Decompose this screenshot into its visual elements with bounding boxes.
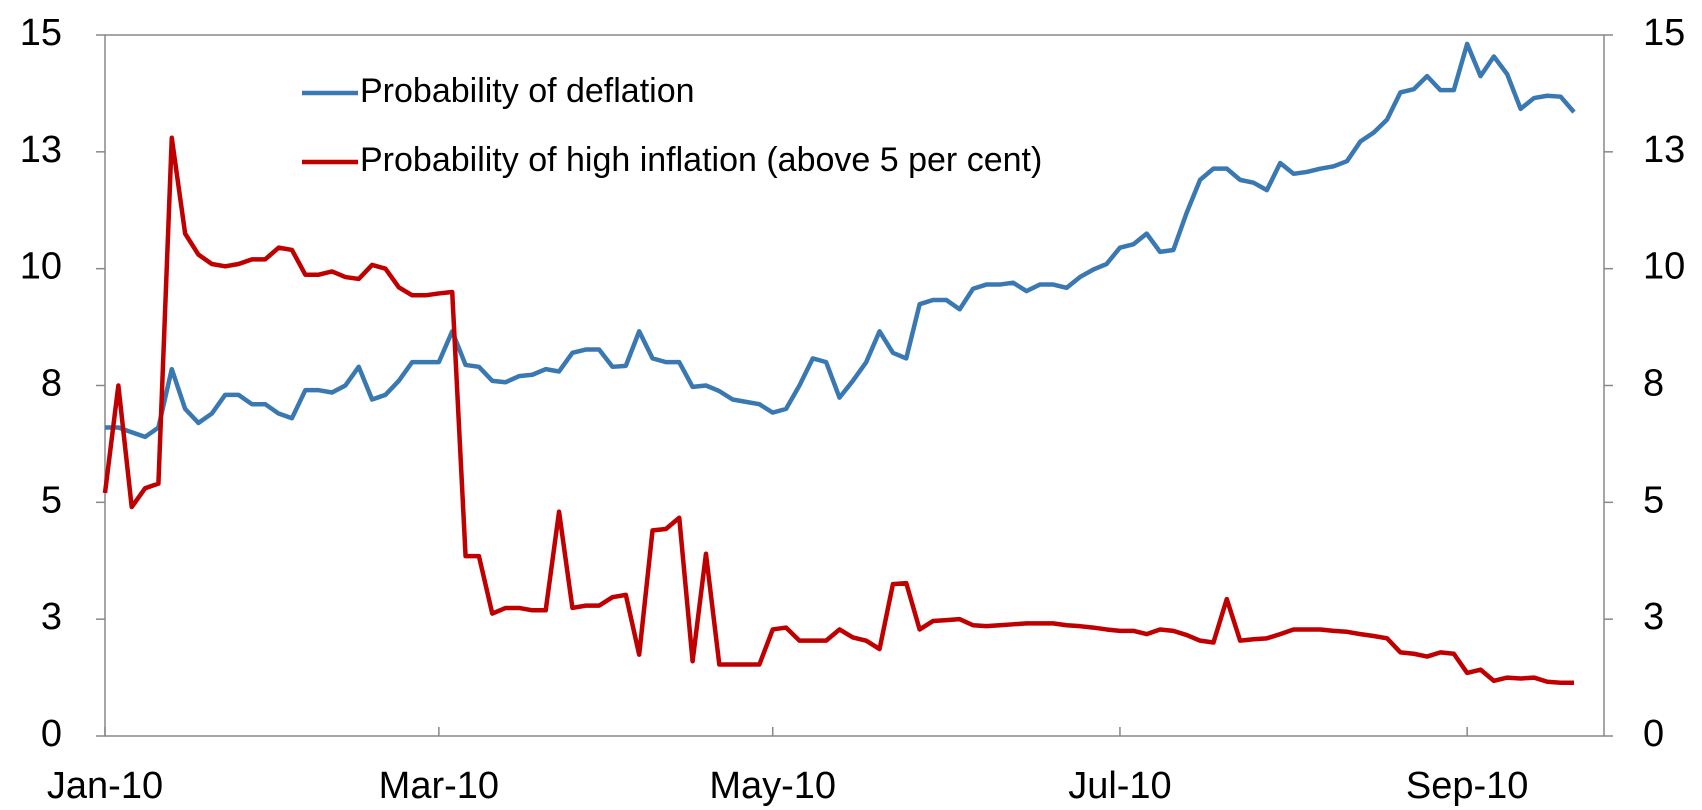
y-tick-label: 8 (41, 363, 62, 405)
x-tick-label: Sep-10 (1406, 765, 1529, 807)
legend-label: Probability of deflation (360, 72, 695, 110)
y2-tick-label: 10 (1643, 246, 1685, 288)
series-line (105, 41, 1576, 440)
x-tick-label: Jul-10 (1068, 765, 1172, 807)
y2-tick-label: 15 (1643, 12, 1685, 54)
y2-tick-label: 8 (1643, 363, 1664, 405)
series-line (102, 135, 1574, 685)
y2-tick-label: 13 (1643, 129, 1685, 171)
x-tick-label: Jan-10 (47, 765, 163, 807)
y-tick-label: 0 (41, 713, 62, 755)
y-tick-label: 13 (20, 129, 62, 171)
x-tick-label: Mar-10 (379, 765, 499, 807)
x-tick-label: May-10 (709, 765, 836, 807)
legend-label: Probability of high inflation (above 5 p… (360, 141, 1042, 179)
y2-tick-label: 0 (1643, 713, 1664, 755)
y-tick-label: 15 (20, 12, 62, 54)
y-tick-label: 10 (20, 246, 62, 288)
y-tick-label: 5 (41, 479, 62, 521)
y2-tick-label: 3 (1643, 596, 1664, 638)
y2-tick-label: 5 (1643, 479, 1664, 521)
y-tick-label: 3 (41, 596, 62, 638)
